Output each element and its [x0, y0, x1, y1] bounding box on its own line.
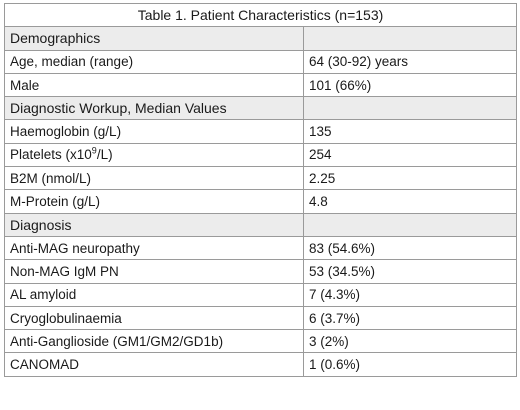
- section-heading-empty-cell: [302, 96, 518, 121]
- row-label: Platelets (x109/L): [4, 142, 304, 168]
- table-row: Male 101 (66%): [4, 72, 518, 98]
- row-value: 64 (30-92) years: [302, 49, 518, 74]
- section-heading: Demographics: [4, 26, 304, 51]
- row-label: Age, median (range): [4, 49, 304, 74]
- row-label: B2M (nmol/L): [4, 166, 304, 191]
- section-heading-empty-cell: [302, 212, 518, 237]
- table-title: Table 1. Patient Characteristics (n=153): [3, 2, 518, 28]
- row-label: AL amyloid: [4, 282, 304, 307]
- section-header-diagnostic-workup: Diagnostic Workup, Median Values: [4, 96, 518, 121]
- row-label-text: Platelets (x10: [10, 147, 92, 163]
- table-row: Anti-MAG neuropathy 83 (54.6%): [4, 235, 518, 261]
- row-label: Anti-Ganglioside (GM1/GM2/GD1b): [4, 329, 304, 354]
- row-value: 53 (34.5%): [302, 259, 518, 284]
- row-label: Anti-MAG neuropathy: [4, 235, 304, 261]
- section-heading: Diagnosis: [4, 212, 304, 237]
- row-value: 254: [302, 142, 518, 168]
- table-row: AL amyloid 7 (4.3%): [4, 282, 518, 307]
- table-row: B2M (nmol/L) 2.25: [4, 166, 518, 191]
- table-row: Haemoglobin (g/L) 135: [4, 119, 518, 144]
- table-row: Non-MAG IgM PN 53 (34.5%): [4, 259, 518, 284]
- table-row: Platelets (x109/L) 254: [4, 142, 518, 168]
- row-label: Cryoglobulinaemia: [4, 305, 304, 331]
- section-header-diagnosis: Diagnosis: [4, 212, 518, 237]
- row-value: 2.25: [302, 166, 518, 191]
- row-value: 4.8: [302, 189, 518, 214]
- row-label: Non-MAG IgM PN: [4, 259, 304, 284]
- row-value: 6 (3.7%): [302, 305, 518, 331]
- row-label-unit: /L): [96, 147, 113, 163]
- row-value: 1 (0.6%): [302, 352, 518, 377]
- row-value: 101 (66%): [302, 72, 518, 98]
- row-label: M-Protein (g/L): [4, 189, 304, 214]
- section-heading-empty-cell: [302, 26, 518, 51]
- row-value: 83 (54.6%): [302, 235, 518, 261]
- section-header-demographics: Demographics: [4, 26, 518, 51]
- table-row: CANOMAD 1 (0.6%): [4, 352, 518, 377]
- row-value: 7 (4.3%): [302, 282, 518, 307]
- patient-characteristics-table: Table 1. Patient Characteristics (n=153)…: [3, 2, 518, 377]
- superscript-exponent: 9: [91, 145, 97, 156]
- table-row: Cryoglobulinaemia 6 (3.7%): [4, 305, 518, 331]
- table-row: Age, median (range) 64 (30-92) years: [4, 49, 518, 74]
- table-row: Anti-Ganglioside (GM1/GM2/GD1b) 3 (2%): [4, 329, 518, 354]
- table-row: M-Protein (g/L) 4.8: [4, 189, 518, 214]
- row-value: 135: [302, 119, 518, 144]
- section-heading: Diagnostic Workup, Median Values: [4, 96, 304, 121]
- row-label: Haemoglobin (g/L): [4, 119, 304, 144]
- row-label: CANOMAD: [4, 352, 304, 377]
- row-label: Male: [4, 72, 304, 98]
- table-title-row: Table 1. Patient Characteristics (n=153): [3, 2, 518, 28]
- row-value: 3 (2%): [302, 329, 518, 354]
